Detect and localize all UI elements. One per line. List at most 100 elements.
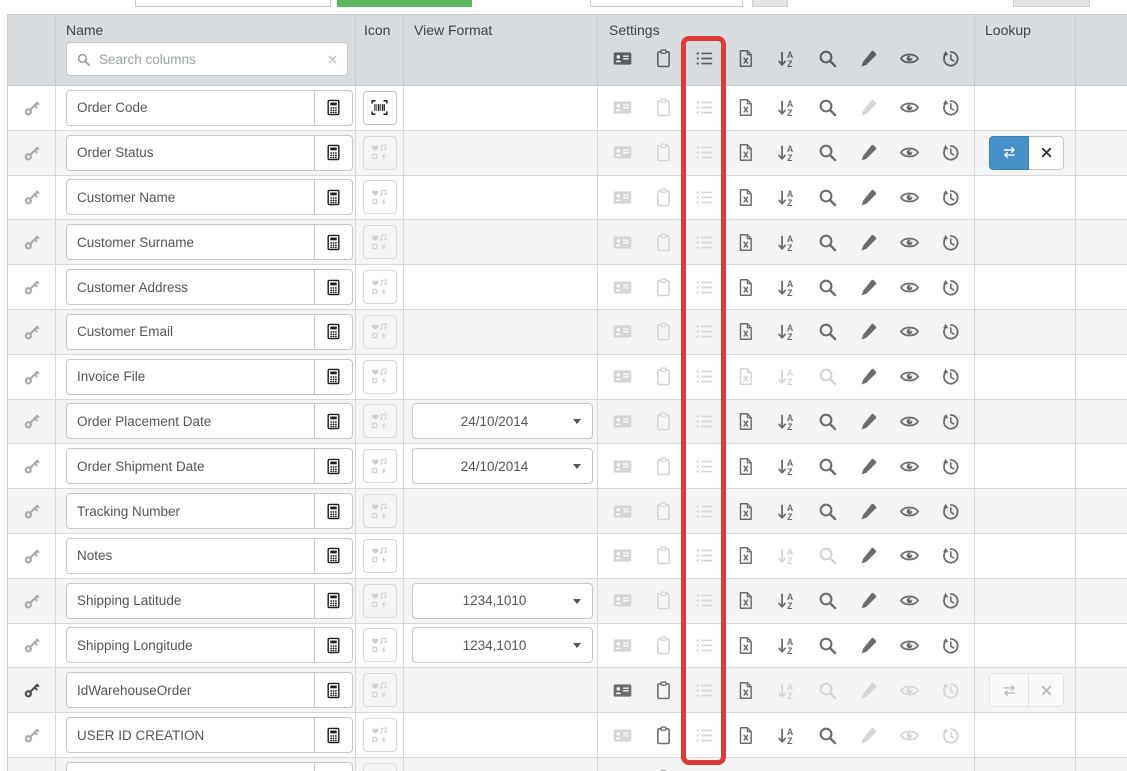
excel-export-icon[interactable] [725, 225, 766, 259]
edit-icon[interactable] [848, 494, 889, 528]
clipboard-icon[interactable] [643, 718, 684, 752]
calculator-button[interactable] [314, 90, 352, 125]
list-icon[interactable] [684, 41, 725, 75]
clear-search-icon[interactable] [326, 53, 339, 66]
visibility-icon[interactable] [889, 494, 930, 528]
excel-export-icon[interactable] [725, 404, 766, 438]
column-icon-button[interactable] [362, 225, 397, 260]
search-icon[interactable] [807, 404, 848, 438]
column-name-input[interactable] [67, 503, 314, 519]
search-icon[interactable] [807, 225, 848, 259]
column-name-input[interactable] [67, 145, 314, 161]
lookup-remove-button[interactable] [1029, 135, 1064, 170]
calculator-button[interactable] [314, 583, 352, 618]
visibility-icon[interactable] [889, 360, 930, 394]
column-icon-button[interactable] [362, 449, 397, 484]
excel-export-icon[interactable] [725, 584, 766, 618]
edit-icon[interactable] [848, 41, 889, 75]
search-icon[interactable] [807, 315, 848, 349]
calculator-button[interactable] [314, 404, 352, 439]
lookup-swap-button[interactable] [989, 135, 1029, 170]
edit-icon[interactable] [848, 360, 889, 394]
column-icon-button[interactable] [362, 762, 397, 771]
excel-export-icon[interactable] [725, 718, 766, 752]
visibility-icon[interactable] [889, 404, 930, 438]
edit-icon[interactable] [848, 315, 889, 349]
view-format-select[interactable]: 24/10/2014 [412, 448, 593, 485]
column-icon-button[interactable] [362, 673, 397, 708]
column-name-input[interactable] [67, 593, 314, 609]
column-name-input[interactable] [67, 189, 314, 205]
column-name-input[interactable] [67, 458, 314, 474]
calculator-button[interactable] [314, 359, 352, 394]
edit-icon[interactable] [848, 225, 889, 259]
excel-export-icon[interactable] [725, 539, 766, 573]
edit-icon[interactable] [848, 404, 889, 438]
calculator-button[interactable] [314, 270, 352, 305]
history-icon[interactable] [930, 91, 971, 125]
column-icon-button[interactable] [362, 180, 397, 215]
green-button-partial[interactable] [337, 0, 472, 7]
edit-icon[interactable] [848, 136, 889, 170]
column-name-input[interactable] [67, 324, 314, 340]
sort-az-icon[interactable]: AZ [766, 763, 807, 771]
visibility-icon[interactable] [889, 270, 930, 304]
view-format-select[interactable]: 1234,1010 [412, 582, 593, 619]
clipboard-icon[interactable] [643, 41, 684, 75]
calculator-button[interactable] [314, 225, 352, 260]
search-icon[interactable] [807, 41, 848, 75]
history-icon[interactable] [930, 315, 971, 349]
calculator-button[interactable] [314, 180, 352, 215]
edit-icon[interactable] [848, 539, 889, 573]
history-icon[interactable] [930, 41, 971, 75]
column-icon-button[interactable] [362, 404, 397, 439]
column-icon-button[interactable] [362, 538, 397, 573]
search-icon[interactable] [807, 136, 848, 170]
visibility-icon[interactable] [889, 180, 930, 214]
column-name-input[interactable] [67, 637, 314, 653]
excel-export-icon[interactable] [725, 91, 766, 125]
column-name-input[interactable] [67, 548, 314, 564]
history-icon[interactable] [930, 449, 971, 483]
visibility-icon[interactable] [889, 225, 930, 259]
excel-export-icon[interactable] [725, 270, 766, 304]
visibility-icon[interactable] [889, 628, 930, 662]
visibility-icon[interactable] [889, 584, 930, 618]
history-icon[interactable] [930, 494, 971, 528]
column-name-input[interactable] [67, 279, 314, 295]
calculator-button[interactable] [314, 449, 352, 484]
view-format-select[interactable]: 24/10/2014 [412, 403, 593, 440]
excel-export-icon[interactable] [725, 41, 766, 75]
history-icon[interactable] [930, 360, 971, 394]
history-icon[interactable] [930, 404, 971, 438]
excel-export-icon[interactable] [725, 494, 766, 528]
history-icon[interactable] [930, 539, 971, 573]
excel-export-icon[interactable] [725, 136, 766, 170]
calculator-button[interactable] [314, 673, 352, 708]
search-icon[interactable] [807, 270, 848, 304]
column-name-input[interactable] [67, 100, 314, 116]
column-name-input[interactable] [67, 369, 314, 385]
id-card-icon[interactable] [602, 673, 643, 707]
edit-icon[interactable] [848, 180, 889, 214]
id-card-icon[interactable] [602, 41, 643, 75]
column-icon-button[interactable] [362, 314, 397, 349]
history-icon[interactable] [930, 225, 971, 259]
search-icon[interactable] [807, 180, 848, 214]
edit-icon[interactable] [848, 628, 889, 662]
column-icon-button[interactable] [362, 90, 397, 125]
column-icon-button[interactable] [362, 583, 397, 618]
search-columns-input[interactable] [91, 51, 326, 67]
history-icon[interactable] [930, 136, 971, 170]
history-icon[interactable] [930, 584, 971, 618]
column-icon-button[interactable] [362, 135, 397, 170]
excel-export-icon[interactable] [725, 180, 766, 214]
excel-export-icon[interactable] [725, 449, 766, 483]
